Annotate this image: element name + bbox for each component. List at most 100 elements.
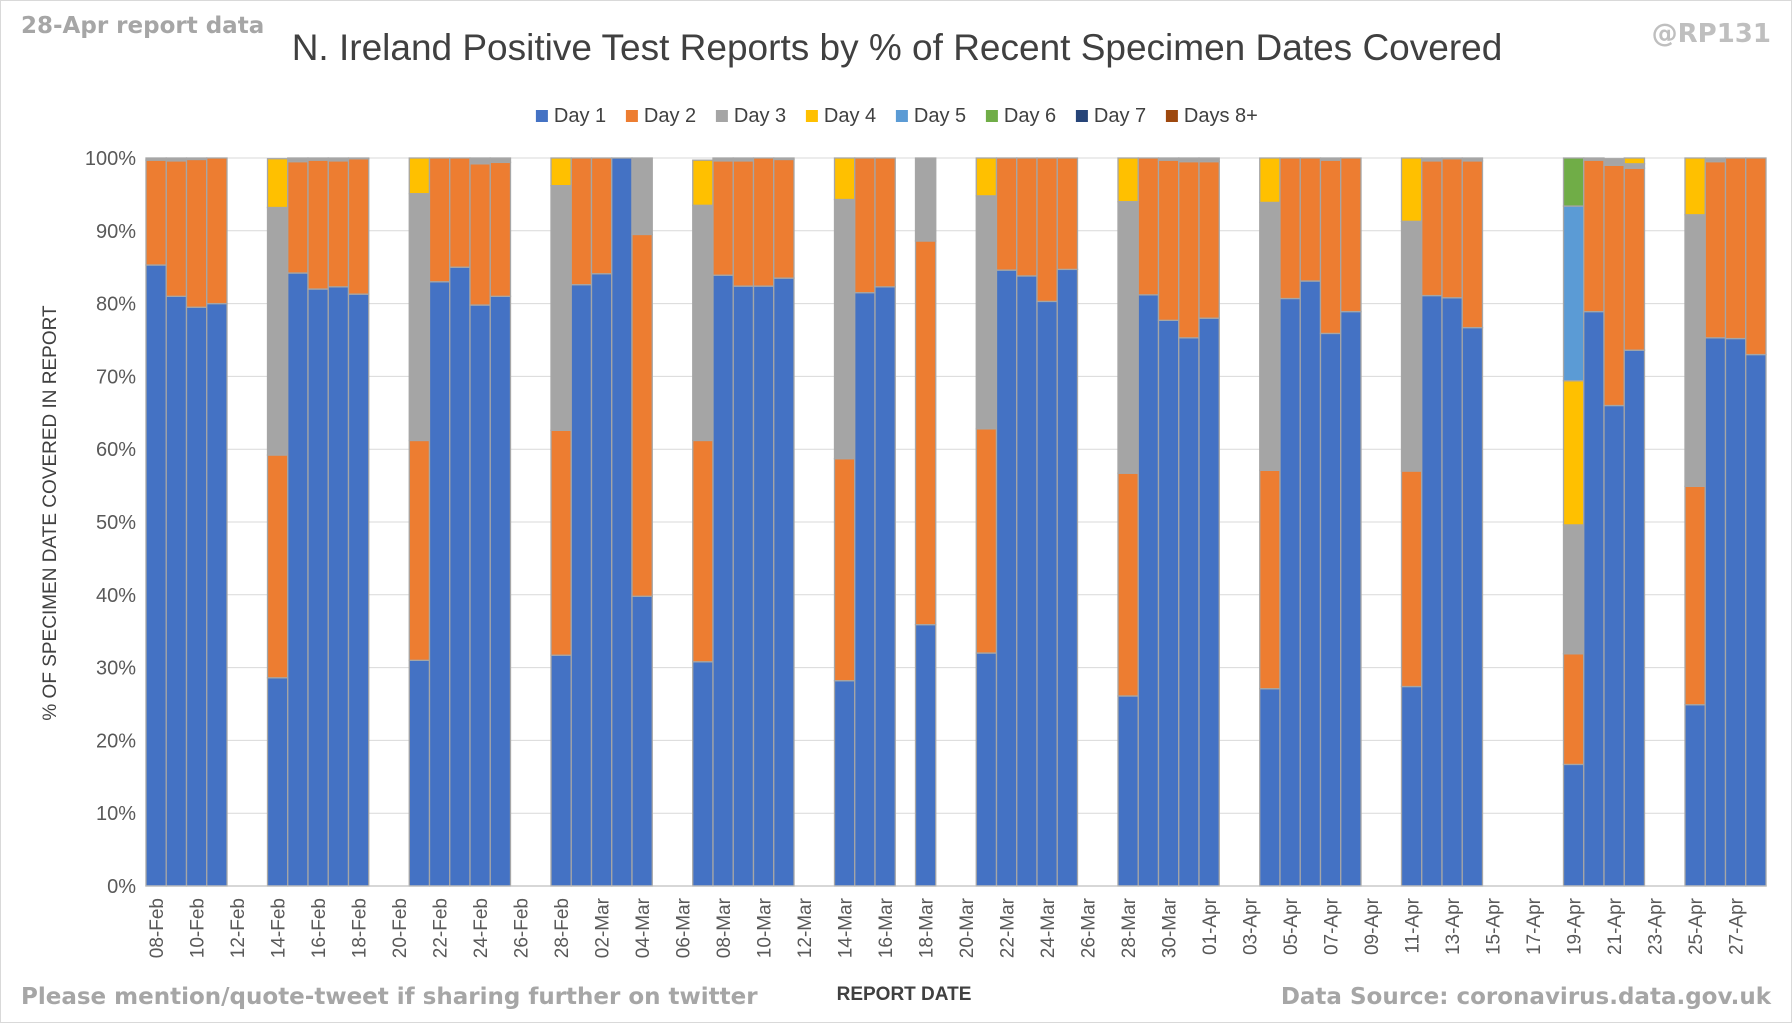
bar-segment-day-2 [631, 233, 653, 597]
x-tick-label: 01-Apr [1200, 897, 1221, 955]
bar-segment-day-1 [1056, 268, 1079, 887]
bar-segment-day-1 [307, 288, 329, 887]
x-tick-label: 26-Mar [1079, 897, 1100, 958]
bar-segment-day-2 [1279, 157, 1301, 300]
bar-segment-day-1 [1704, 337, 1727, 887]
bar-segment-day-1 [185, 306, 208, 887]
bar-segment-day-3 [1198, 157, 1220, 163]
bar-segment-day-1 [833, 680, 856, 887]
bar-segment-day-2 [854, 157, 876, 294]
legend: Day 1 Day 2 Day 3 Day 4 Day 5 Day 6 Day 7 Days … [535, 105, 1258, 127]
bar-segment-day-2 [1198, 160, 1220, 319]
bar-segment-day-4 [1562, 380, 1585, 526]
legend-swatch [895, 110, 908, 122]
data-source: Data Source: coronavirus.data.gov.uk [1280, 984, 1771, 1010]
bar-segment-day-2 [1299, 157, 1322, 282]
bar-segment-day-3 [1704, 157, 1727, 163]
bar-segment-day-1 [692, 661, 714, 887]
bar-segment-day-3 [1259, 201, 1281, 471]
x-tick-label: 22-Feb [431, 898, 452, 958]
bar-segment-day-1 [206, 302, 228, 887]
bar-segment-day-2 [995, 157, 1018, 271]
x-tick-label: 12-Mar [795, 897, 816, 958]
bar-segment-day-2 [408, 439, 431, 661]
x-axis-title: REPORT DATE [837, 984, 972, 1005]
bar-segment-day-2 [347, 158, 370, 295]
bar-segment-day-2 [1340, 157, 1362, 313]
legend-swatch [625, 110, 638, 122]
bar-segment-day-3 [1461, 157, 1484, 162]
x-tick-label: 18-Feb [350, 898, 371, 958]
bar-segment-day-2 [1583, 159, 1605, 313]
bar-segment-day-3 [1623, 163, 1646, 169]
y-tick-label: 0% [107, 876, 136, 898]
x-tick-label: 28-Mar [1119, 897, 1140, 958]
bar-segment-day-3 [1400, 220, 1423, 472]
bar-segment-day-3 [914, 157, 937, 242]
bar-segment-day-2 [449, 157, 471, 268]
bar-segment-day-1 [975, 652, 998, 887]
bar-segment-day-1 [1198, 317, 1220, 887]
bar-segment-day-1 [1745, 353, 1767, 887]
bar-segment-day-3 [1684, 214, 1706, 487]
bar-segment-day-4 [692, 159, 714, 206]
bar-segment-day-1 [631, 595, 653, 887]
x-tick-label: 22-Mar [998, 897, 1019, 958]
bar-segment-day-2 [266, 454, 289, 679]
x-tick-label: 24-Feb [471, 898, 492, 958]
y-tick-label: 10% [96, 803, 136, 825]
bar-segment-day-2 [1016, 157, 1038, 277]
bar-segment-day-2 [550, 429, 572, 656]
bar-segment-day-3 [287, 157, 309, 163]
bar-segment-day-2 [732, 160, 755, 287]
bar-segment-day-4 [1623, 157, 1646, 165]
bar-segment-day-2 [469, 163, 491, 306]
x-tick-label: 04-Mar [633, 897, 654, 958]
x-tick-label: 11-Apr [1403, 897, 1424, 953]
bar-segment-day-1 [854, 292, 876, 887]
bar-segment-day-4 [408, 157, 431, 195]
bar-segment-day-1 [1340, 310, 1362, 887]
bar-segment-day-3 [469, 157, 491, 165]
x-tick-label: 28-Feb [552, 898, 573, 958]
bar-segment-day-3 [347, 157, 370, 160]
legend-label: Days 8+ [1184, 105, 1258, 127]
bar-segment-day-1 [874, 286, 896, 887]
y-tick-label: 20% [96, 730, 136, 752]
bar-segment-day-3 [1441, 157, 1463, 160]
bar-segment-day-4 [833, 157, 856, 201]
legend-label: Day 7 [1094, 105, 1146, 127]
x-tick-label: 15-Apr [1484, 897, 1505, 955]
bar-segment-day-3 [489, 157, 512, 164]
bar-segment-day-2 [428, 157, 451, 283]
bar-segment-day-1 [1724, 337, 1747, 887]
x-tick-label: 08-Mar [714, 897, 735, 958]
bar-segment-day-1 [347, 293, 370, 887]
bars [145, 157, 1767, 887]
bar-segment-day-3 [1319, 157, 1342, 161]
bar-segment-day-3 [631, 157, 653, 236]
bar-segment-day-3 [833, 198, 856, 460]
bar-segment-day-1 [590, 273, 613, 887]
legend-label: Day 6 [1004, 105, 1056, 127]
bar-segment-day-2 [1724, 157, 1747, 340]
x-tick-label: 20-Feb [390, 898, 411, 958]
bar-segment-day-1 [732, 285, 755, 887]
bar-segment-day-4 [1684, 157, 1706, 216]
bar-segment-day-3 [1421, 157, 1443, 162]
bar-segment-day-2 [914, 240, 937, 626]
bar-segment-day-4 [1259, 157, 1281, 204]
bar-segment-day-1 [408, 659, 431, 887]
bar-segment-day-2 [489, 161, 512, 297]
bar-segment-day-3 [327, 157, 350, 162]
legend-swatch [1075, 110, 1088, 122]
bar-segment-day-2 [165, 160, 188, 297]
x-tick-label: 25-Apr [1686, 897, 1707, 955]
legend-swatch [1165, 110, 1178, 122]
bar-segment-day-1 [428, 281, 451, 887]
author-handle: @RP131 [1651, 19, 1771, 49]
bar-segment-day-1 [1117, 695, 1139, 887]
x-tick-label: 24-Mar [1038, 897, 1059, 958]
bar-segment-day-1 [1259, 688, 1281, 887]
bar-segment-day-1 [570, 284, 593, 887]
